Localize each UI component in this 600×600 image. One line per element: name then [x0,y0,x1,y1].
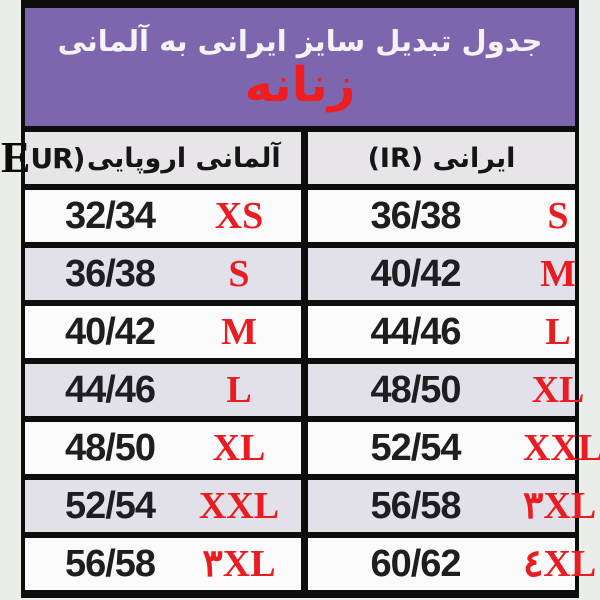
eur-size-cell: 56/58 ۳XL [25,538,301,590]
table-row: 36/38 S 40/42 M [25,248,576,300]
ir-size-value: 52/54 [370,426,461,469]
ir-size-letter: L [545,311,571,353]
eur-size-cell: 48/50 XL [25,422,301,474]
eur-size-cell: 52/54 XXL [25,480,301,532]
ir-size-cell: 44/46 L [308,306,575,358]
column-header-eur: E UR) آلمانی اروپایی [1,132,301,184]
eur-size-value: 56/58 [64,542,156,585]
eur-size-value: 40/42 [64,310,156,353]
ir-size-value: 56/58 [370,484,461,527]
ir-size-letter: XL [531,369,585,411]
table-row: 40/42 M 44/46 L [25,306,575,358]
table-title: جدول تبدیل سایز ایرانی به آلمانی [57,23,543,58]
eur-big-letter: E [1,133,31,182]
table-subtitle-women: زنانه [244,56,356,113]
ir-size-cell: 56/58 ۳XL [308,480,596,532]
ir-size-cell: 40/42 M [308,248,576,300]
ir-size-value: 60/62 [370,542,461,585]
ir-size-letter: ٤XL [523,543,597,585]
ir-size-letter: XXL [523,427,600,469]
ir-size-value: 44/46 [370,310,461,353]
ir-size-cell: 36/38 S [308,190,575,242]
eur-unit-text: UR) [30,141,85,175]
ir-size-cell: 52/54 XXL [308,422,600,474]
eur-size-letter: ۳XL [202,543,276,585]
eur-size-value: 44/46 [64,368,156,411]
eur-size-letter: XS [214,195,264,237]
ir-size-value: 48/50 [370,368,461,411]
ir-size-letter: S [547,195,569,237]
eur-column-label: آلمانی اروپایی [86,142,281,174]
table-row: 52/54 XXL 56/58 ۳XL [25,480,596,532]
eur-size-value: 36/38 [64,252,156,295]
ir-size-value: 36/38 [370,194,461,237]
ir-size-value: 40/42 [370,252,461,295]
eur-size-cell: 32/34 XS [25,190,301,242]
eur-size-cell: 40/42 M [25,306,301,358]
ir-size-letter: M [540,253,576,295]
table-row: 48/50 XL 52/54 XXL [25,422,600,474]
eur-size-letter: XL [212,427,266,469]
eur-size-cell: 44/46 L [25,364,301,416]
ir-size-letter: ۳XL [523,485,597,527]
ir-size-cell: 48/50 XL [308,364,584,416]
eur-size-letter: S [228,253,250,295]
table-row: 44/46 L 48/50 XL [25,364,584,416]
eur-size-letter: XXL [198,485,280,527]
eur-size-letter: L [226,369,252,411]
eur-size-value: 48/50 [64,426,156,469]
table-row: 32/34 XS 36/38 S [25,190,575,242]
table-title-banner: جدول تبدیل سایز ایرانی به آلمانی زنانه [25,8,575,126]
table-row: 56/58 ۳XL 60/62 ٤XL [25,538,596,590]
column-header-row: E UR) آلمانی اروپایی ایرانی (IR) [1,132,575,184]
eur-size-value: 32/34 [64,194,156,237]
ir-column-label: ایرانی (IR) [367,142,516,174]
ir-size-cell: 60/62 ٤XL [308,538,596,590]
column-header-ir: ایرانی (IR) [308,132,575,184]
eur-size-letter: M [221,311,257,353]
eur-size-cell: 36/38 S [25,248,301,300]
eur-size-value: 52/54 [64,484,156,527]
